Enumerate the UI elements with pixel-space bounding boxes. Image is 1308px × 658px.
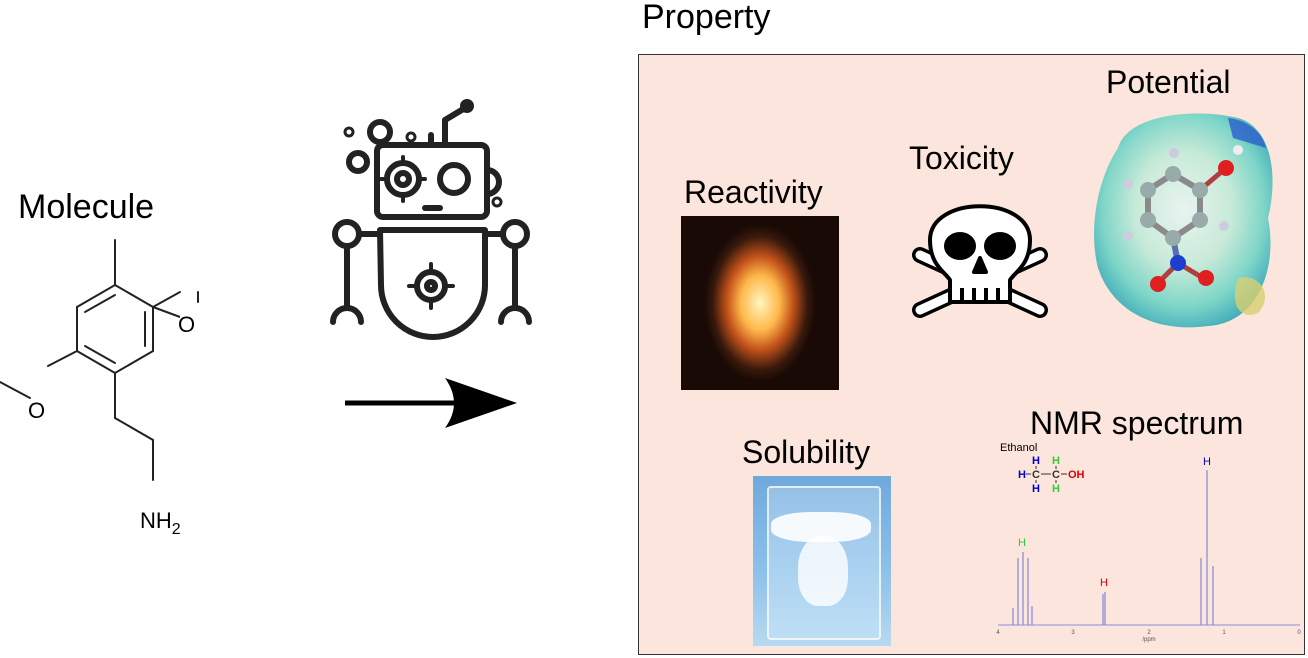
peak-label-oh: H xyxy=(1100,577,1108,589)
reactivity-label: Reactivity xyxy=(684,174,823,210)
svg-text:H: H xyxy=(1032,455,1040,467)
x-tick-4: 4 xyxy=(996,630,1000,636)
nmr-label: NMR spectrum xyxy=(1030,405,1244,441)
x-tick-2: 2 xyxy=(1147,630,1151,636)
svg-text:C: C xyxy=(1032,469,1040,481)
molecule-structure: O O NH2 xyxy=(0,239,199,538)
oxygen-left: O xyxy=(28,398,45,423)
molecule-title: Molecule xyxy=(18,188,155,226)
svg-text:C: C xyxy=(1052,469,1060,481)
skull-crossbones-icon xyxy=(912,204,1048,318)
nmr-compound-name: Ethanol xyxy=(1000,442,1038,454)
potential-label: Potential xyxy=(1106,64,1231,100)
x-tick-1: 1 xyxy=(1222,630,1226,636)
x-tick-0: 0 xyxy=(1297,630,1301,636)
toxicity-label: Toxicity xyxy=(909,140,1014,176)
x-tick-3: 3 xyxy=(1071,630,1075,636)
x-axis-label: /ppm xyxy=(1142,637,1155,643)
nmr-spectrum-plot: H H H 4 3 2 1 0 /ppm xyxy=(996,456,1301,643)
svg-text:H: H xyxy=(1032,483,1040,495)
peak-label-ch2: H xyxy=(1018,537,1026,549)
svg-text:H: H xyxy=(1018,469,1026,481)
electrostatic-potential-map xyxy=(1094,113,1273,328)
water-glass-photo xyxy=(753,476,891,646)
oxygen-right: O xyxy=(178,312,195,337)
svg-text:OH: OH xyxy=(1068,469,1085,481)
svg-text:H: H xyxy=(1052,483,1060,495)
svg-text:H: H xyxy=(1052,455,1060,467)
ethanol-structure: H H H C C OH H H xyxy=(1018,455,1085,495)
arrow-icon xyxy=(345,378,517,428)
amine-label: NH2 xyxy=(140,508,181,538)
flame-photo xyxy=(681,216,839,390)
peak-label-ch3: H xyxy=(1203,456,1211,468)
solubility-label: Solubility xyxy=(742,434,871,470)
property-title: Property xyxy=(642,0,771,36)
robot-icon xyxy=(330,99,532,340)
